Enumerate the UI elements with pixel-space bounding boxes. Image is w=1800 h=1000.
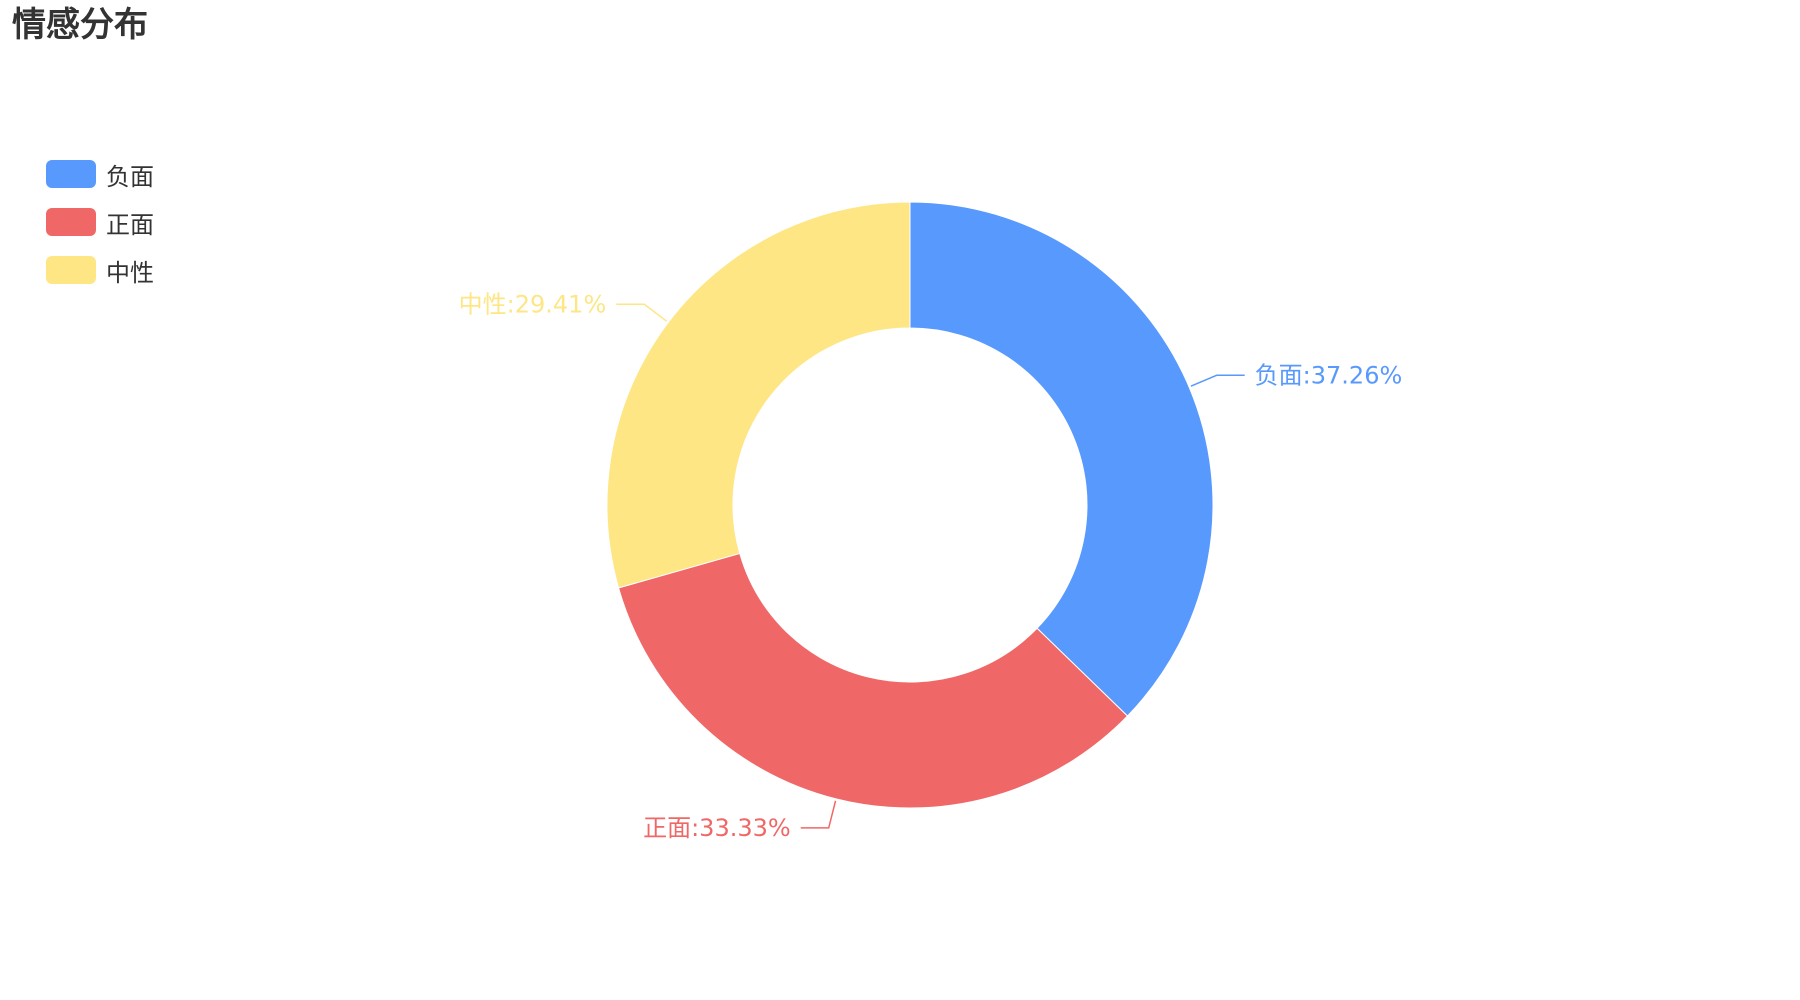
legend-item-negative[interactable]: 负面 xyxy=(46,158,154,191)
leader-line-negative xyxy=(1190,374,1245,387)
leader-line-neutral xyxy=(616,303,668,322)
slice-positive[interactable] xyxy=(617,552,1129,809)
legend-swatch-positive xyxy=(46,208,96,236)
legend-swatch-negative xyxy=(46,160,96,188)
slice-label-neutral: 中性:29.41% xyxy=(459,290,607,318)
legend-item-neutral[interactable]: 中性 xyxy=(46,254,154,287)
legend: 负面 正面 中性 xyxy=(46,158,154,302)
legend-item-positive[interactable]: 正面 xyxy=(46,206,154,239)
slice-label-negative: 负面:37.26% xyxy=(1255,361,1403,389)
slice-label-positive: 正面:33.33% xyxy=(643,814,791,842)
legend-label-negative: 负面 xyxy=(106,162,154,191)
leader-line-positive xyxy=(800,800,837,829)
legend-label-positive: 正面 xyxy=(106,210,154,239)
chart-title: 情感分布 xyxy=(12,5,148,45)
slice-neutral[interactable] xyxy=(606,201,911,589)
legend-label-neutral: 中性 xyxy=(106,258,154,287)
legend-swatch-neutral xyxy=(46,256,96,284)
slice-negative[interactable] xyxy=(909,201,1214,717)
